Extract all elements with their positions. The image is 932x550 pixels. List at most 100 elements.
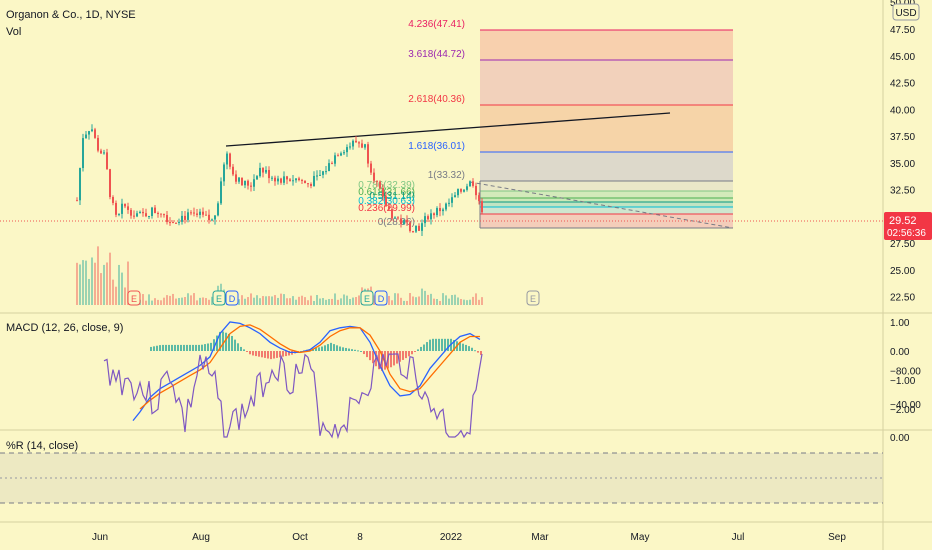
candle-body[interactable] — [334, 155, 336, 164]
candle-body[interactable] — [469, 181, 471, 187]
candle-body[interactable] — [235, 174, 237, 182]
candle-body[interactable] — [295, 178, 297, 181]
candle-body[interactable] — [451, 197, 453, 203]
candle-body[interactable] — [244, 180, 246, 186]
candle-body[interactable] — [187, 212, 189, 220]
candle-body[interactable] — [442, 209, 444, 212]
candle-body[interactable] — [184, 215, 186, 220]
symbol-title[interactable]: Organon & Co., 1D, NYSE — [6, 9, 136, 21]
candle-body[interactable] — [292, 180, 294, 182]
candle-body[interactable] — [280, 178, 282, 183]
candle-body[interactable] — [343, 152, 345, 154]
candle-body[interactable] — [214, 215, 216, 220]
candle-body[interactable] — [202, 211, 204, 215]
candle-body[interactable] — [247, 180, 249, 186]
candle-body[interactable] — [85, 134, 87, 139]
candle-body[interactable] — [394, 217, 396, 219]
candle-body[interactable] — [328, 163, 330, 172]
candle-body[interactable] — [88, 131, 90, 135]
candle-body[interactable] — [289, 179, 291, 182]
event-marker[interactable] — [374, 290, 388, 306]
fibonacci-extension[interactable]: 4.236(47.41) 3.618(44.72) 2.618(40.36) 1.61… — [358, 19, 733, 229]
candle-body[interactable] — [208, 214, 210, 221]
candle-body[interactable] — [76, 200, 78, 202]
candle-body[interactable] — [319, 174, 321, 176]
candle-body[interactable] — [322, 171, 324, 175]
candle-body[interactable] — [127, 206, 129, 210]
candle-body[interactable] — [370, 163, 372, 173]
candle-body[interactable] — [355, 140, 357, 143]
candle-body[interactable] — [463, 189, 465, 192]
candle-body[interactable] — [79, 168, 81, 201]
candle-body[interactable] — [379, 181, 381, 189]
candle-body[interactable] — [403, 219, 405, 225]
candle-body[interactable] — [430, 213, 432, 220]
williams-r-axis[interactable]: 0.00 −40.00 −80.00 — [890, 367, 921, 444]
candle-body[interactable] — [457, 189, 459, 196]
macd-signal-line[interactable] — [139, 324, 480, 410]
candle-body[interactable] — [133, 215, 135, 217]
candle-body[interactable] — [121, 203, 123, 214]
candle-body[interactable] — [136, 213, 138, 217]
candle-body[interactable] — [304, 180, 306, 184]
candle-body[interactable] — [241, 177, 243, 186]
candle-body[interactable] — [97, 137, 99, 151]
candle-body[interactable] — [115, 202, 117, 215]
candle-body[interactable] — [274, 177, 276, 182]
candle-body[interactable] — [388, 206, 390, 210]
candle-body[interactable] — [142, 211, 144, 214]
candle-body[interactable] — [340, 153, 342, 156]
candle-body[interactable] — [199, 211, 201, 215]
candle-body[interactable] — [205, 214, 207, 216]
candle-body[interactable] — [478, 195, 480, 202]
candle-body[interactable] — [238, 177, 240, 182]
candle-body[interactable] — [412, 231, 414, 233]
candle-body[interactable] — [337, 155, 339, 157]
candle-body[interactable] — [316, 175, 318, 177]
candle-body[interactable] — [130, 209, 132, 216]
candle-body[interactable] — [268, 169, 270, 179]
candle-body[interactable] — [250, 185, 252, 187]
candle-body[interactable] — [139, 211, 141, 214]
candle-body[interactable] — [385, 196, 387, 207]
candle-body[interactable] — [277, 178, 279, 182]
candle-body[interactable] — [265, 169, 267, 173]
candle-body[interactable] — [148, 215, 150, 217]
candle-body[interactable] — [445, 203, 447, 210]
event-marker[interactable] — [360, 290, 374, 306]
price-axis[interactable]: 50.00 USD 47.5045.0042.5040.0037.5035.00… — [890, 0, 920, 304]
candle-body[interactable] — [307, 183, 309, 185]
candle-body[interactable] — [178, 221, 180, 223]
candle-body[interactable] — [454, 195, 456, 198]
candle-body[interactable] — [262, 167, 264, 173]
candle-body[interactable] — [166, 215, 168, 223]
candle-body[interactable] — [217, 203, 219, 216]
candle-body[interactable] — [418, 225, 420, 231]
candle-body[interactable] — [406, 219, 408, 223]
candle-body[interactable] — [196, 213, 198, 215]
candle-body[interactable] — [367, 144, 369, 164]
candle-body[interactable] — [259, 167, 261, 177]
currency-button[interactable] — [892, 3, 920, 21]
candle-body[interactable] — [118, 213, 120, 215]
macd-axis[interactable]: 1.00 0.00 −1.00 −2.00 — [890, 318, 916, 416]
candle-body[interactable] — [433, 213, 435, 216]
candle-body[interactable] — [163, 214, 165, 216]
candle-body[interactable] — [358, 142, 360, 144]
candle-body[interactable] — [475, 185, 477, 196]
candle-body[interactable] — [82, 138, 84, 169]
candle-body[interactable] — [301, 180, 303, 182]
candle-body[interactable] — [472, 181, 474, 186]
candle-body[interactable] — [91, 129, 93, 132]
candle-body[interactable] — [331, 163, 333, 165]
candle-body[interactable] — [106, 152, 108, 170]
candle-body[interactable] — [364, 144, 366, 148]
candle-body[interactable] — [448, 202, 450, 204]
williams-r-legend[interactable]: %R (14, close) — [6, 440, 78, 452]
candle-body[interactable] — [271, 177, 273, 179]
candle-body[interactable] — [100, 150, 102, 154]
candle-body[interactable] — [226, 153, 228, 165]
